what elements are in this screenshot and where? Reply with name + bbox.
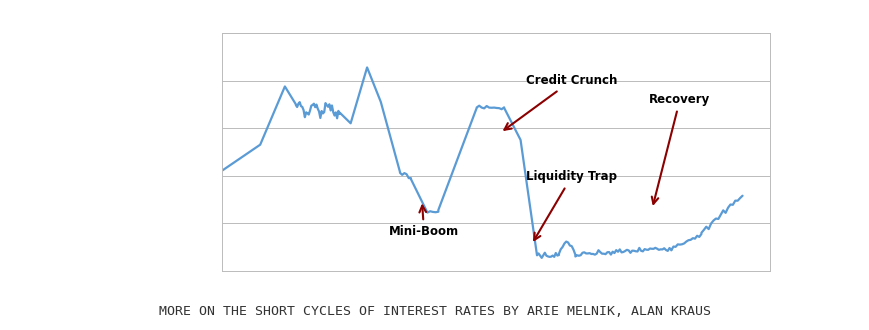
Text: Liquidity Trap: Liquidity Trap: [526, 170, 616, 240]
Text: Credit Crunch: Credit Crunch: [504, 74, 617, 130]
Text: Mini-Boom: Mini-Boom: [388, 206, 459, 238]
Text: Recovery: Recovery: [648, 93, 710, 204]
Text: MORE ON THE SHORT CYCLES OF INTEREST RATES BY ARIE MELNIK, ALAN KRAUS: MORE ON THE SHORT CYCLES OF INTEREST RAT…: [159, 305, 710, 318]
